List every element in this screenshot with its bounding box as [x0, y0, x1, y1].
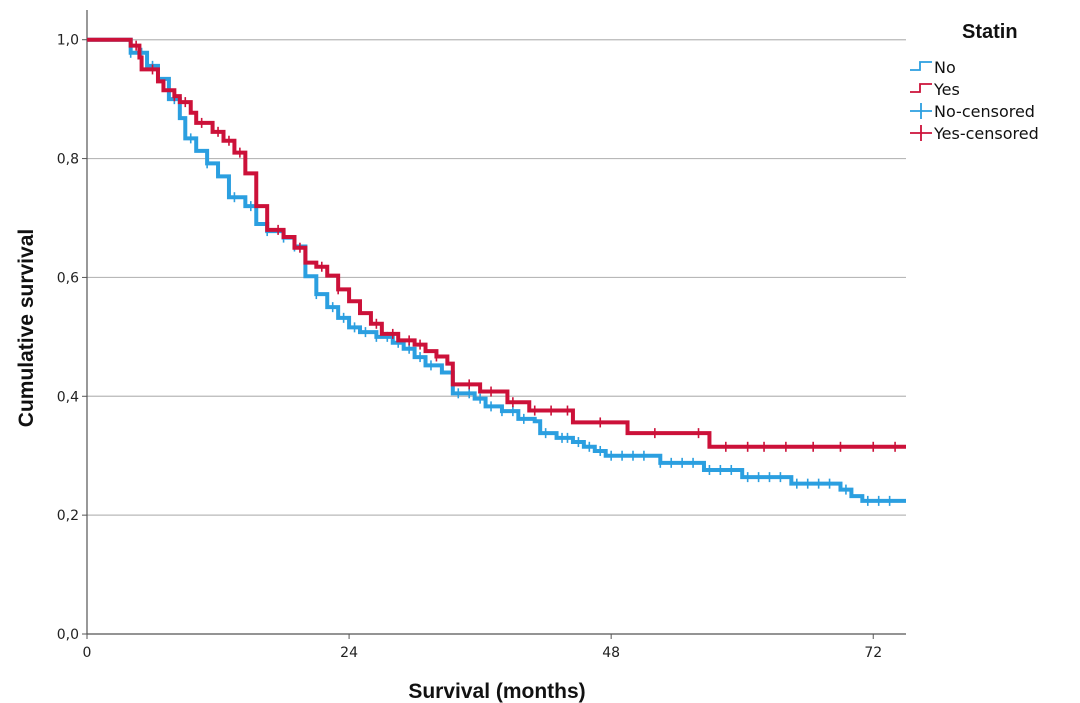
y-tick-label: 0,4: [57, 389, 79, 405]
gridlines: [87, 40, 906, 515]
legend-swatch-no: [910, 62, 932, 70]
y-tick-label: 0,0: [57, 627, 79, 643]
x-tick-label: 48: [602, 645, 620, 661]
y-tick-label: 0,6: [57, 270, 79, 286]
legend-label-no: No: [934, 58, 956, 77]
legend-label-yes: Yes: [933, 80, 960, 99]
y-tick-labels: 0,0 0,2 0,4 0,6 0,8 1,0: [57, 33, 79, 643]
legend-swatch-yes: [910, 84, 932, 92]
axes: [82, 10, 906, 639]
x-tick-label: 72: [864, 645, 882, 661]
x-tick-label: 0: [83, 645, 92, 661]
legend-label-no-censored: No-censored: [934, 102, 1035, 121]
y-tick-label: 1,0: [57, 33, 79, 49]
series-yes-line: [87, 40, 906, 447]
legend: Statin No Yes No-censored Yes-censored: [910, 21, 1039, 143]
series-no-line: [87, 40, 906, 501]
legend-label-yes-censored: Yes-censored: [933, 124, 1039, 143]
plot-area: [87, 40, 906, 506]
legend-title: Statin: [962, 21, 1018, 43]
x-tick-labels: 0 24 48 72: [83, 645, 883, 661]
x-axis-title: Survival (months): [408, 680, 585, 703]
x-tick-label: 24: [340, 645, 358, 661]
y-axis-title: Cumulative survival: [15, 229, 38, 427]
y-tick-label: 0,2: [57, 508, 79, 524]
y-tick-label: 0,8: [57, 152, 79, 168]
